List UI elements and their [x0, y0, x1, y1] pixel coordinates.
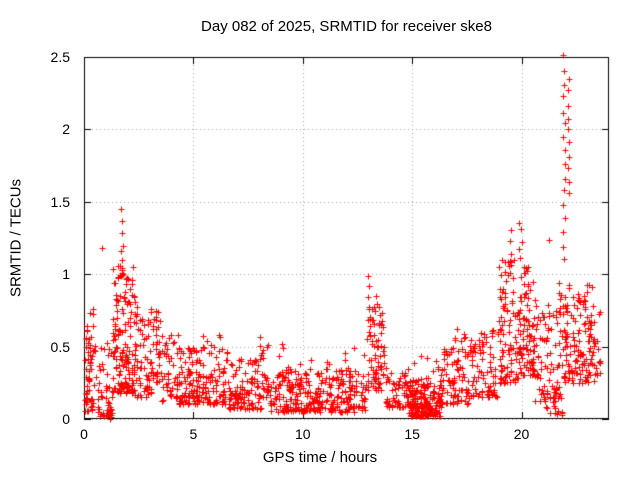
y-tick-label: 0.5	[50, 338, 70, 355]
y-tick-label: 1.5	[50, 193, 70, 210]
x-tick-label: 15	[404, 426, 420, 442]
x-tick-label: 20	[513, 426, 530, 442]
x-axis-label: GPS time / hours	[262, 449, 378, 466]
x-tick-label: 0	[80, 426, 88, 442]
x-tick-label: 10	[294, 426, 311, 442]
x-tick-label: 5	[189, 426, 198, 442]
y-tick-label: 2.5	[50, 49, 70, 65]
chart-title: Day 082 of 2025, SRMTID for receiver ske…	[201, 18, 492, 35]
y-tick-label: 1	[62, 266, 70, 283]
y-tick-label: 2	[62, 121, 70, 138]
y-tick-label: 0	[62, 411, 70, 427]
